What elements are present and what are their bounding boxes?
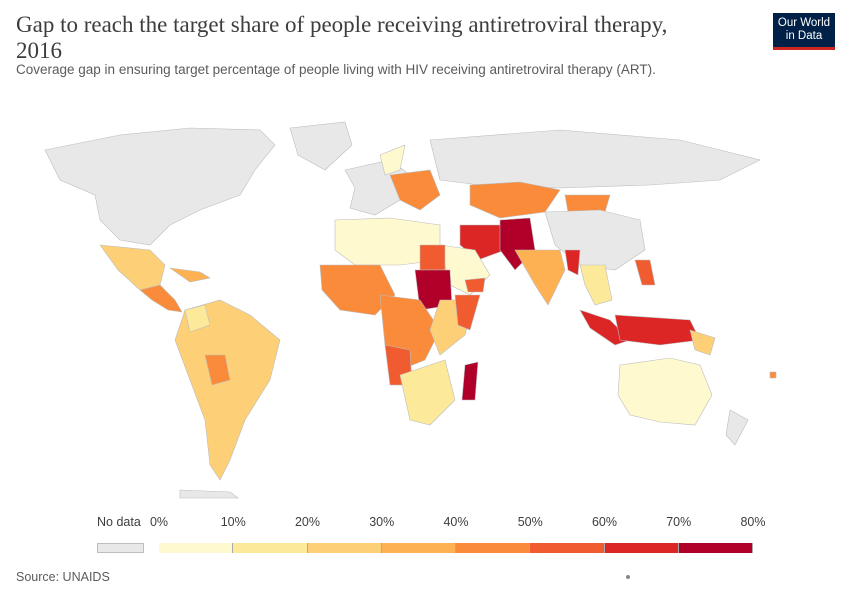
region-philippines [634,259,656,286]
region-russia [429,129,761,189]
legend-tick-1: 10% [220,515,246,529]
region-mexico [99,244,166,291]
legend-bin-7[interactable] [678,543,753,553]
legend-bin-5[interactable] [530,543,605,553]
legend-tick-3: 30% [369,515,395,529]
legend-bin-1[interactable] [233,543,308,553]
legend-tick-4: 40% [443,515,469,529]
region-pacific-island [769,371,777,379]
region-colombia [184,304,211,333]
legend-no-data-swatch[interactable] [97,543,144,553]
legend-tick-0: 0% [149,515,169,529]
region-west-africa [319,264,396,316]
legend-tick-2: 20% [294,515,321,529]
legend-tick-5: 50% [517,515,543,529]
region-egypt [419,244,446,271]
region-new-zealand [725,409,749,446]
legend-bin-2[interactable] [307,543,382,553]
legend-tick-7: 70% [666,515,692,529]
world-map [44,121,777,499]
region-mongolia [564,194,611,213]
chart-title: Gap to reach the target share of people … [16,12,668,63]
logo-line-2: in Data [785,30,823,42]
region-somalia [454,294,481,331]
timeline-dot[interactable] [626,575,630,579]
region-southeast-asia [579,264,613,306]
legend-bin-6[interactable] [604,543,679,553]
region-central-america [139,284,183,313]
source-note: Source: UNAIDS [16,570,110,584]
legend-bin-0[interactable] [159,543,234,553]
legend-tick-8: 80% [740,515,766,529]
region-eastern-europe [389,169,441,211]
region-antarctica-edge [179,489,239,499]
region-australia [617,357,713,426]
region-india [514,249,566,306]
region-madagascar [461,361,479,401]
owid-logo[interactable]: Our World in Data [773,13,835,50]
region-bolivia [204,354,231,386]
region-indonesia-west [579,309,631,346]
region-south-america [174,299,281,481]
region-png [689,329,716,356]
logo-line-1: Our World [777,17,831,29]
legend-no-data-label: No data [97,515,141,529]
legend-tick-6: 60% [591,515,618,529]
region-greenland [289,121,353,171]
region-caribbean [169,267,211,283]
region-canada-usa [44,127,276,246]
region-myanmar [564,249,581,276]
legend-bin-4[interactable] [456,543,531,553]
region-yemen [464,277,486,293]
legend-bin-3[interactable] [381,543,456,553]
region-indonesia-east [614,314,701,346]
region-scandinavia [379,144,406,176]
region-southern-africa [399,359,456,426]
chart-subtitle: Coverage gap in ensuring target percenta… [16,62,656,77]
